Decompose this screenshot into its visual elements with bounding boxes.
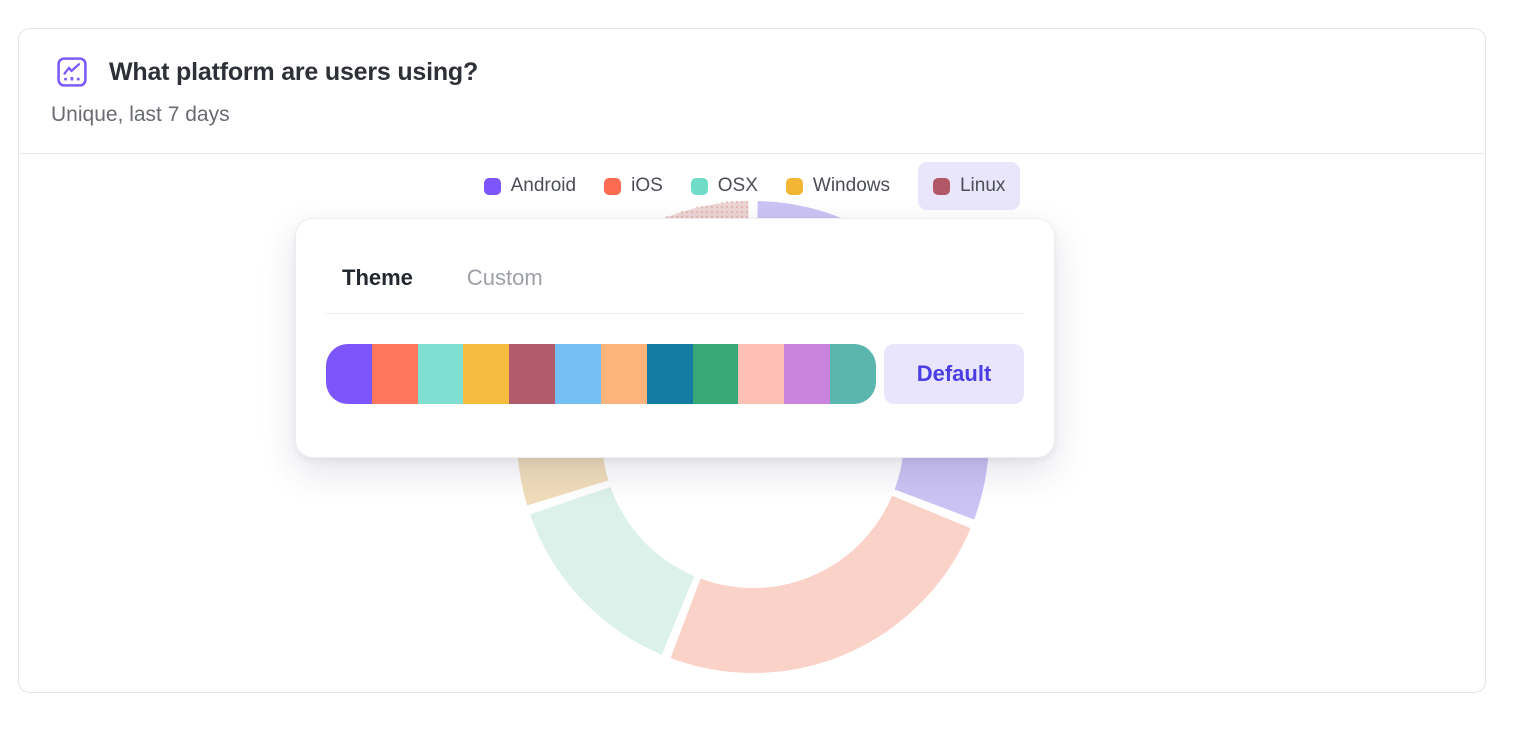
palette-swatch-8[interactable]: [646, 344, 693, 404]
legend-label: OSX: [717, 175, 758, 196]
analytics-card: What platform are users using? Unique, l…: [18, 28, 1486, 693]
palette-swatch-5[interactable]: [509, 344, 556, 404]
legend-swatch: [690, 177, 708, 195]
palette-swatch-6[interactable]: [555, 344, 601, 404]
palette-swatch-10[interactable]: [738, 344, 785, 404]
legend-item-windows[interactable]: Windows: [785, 175, 890, 197]
legend-swatch: [604, 177, 622, 195]
page-title: What platform are users using?: [109, 57, 479, 86]
tabs-divider: [326, 313, 1024, 314]
donut-slice-osx[interactable]: [527, 484, 697, 657]
legend-swatch: [932, 177, 950, 195]
palette-swatch-7[interactable]: [600, 344, 647, 404]
color-theme-popover: Theme Custom Default: [295, 218, 1055, 458]
header-divider: [19, 153, 1485, 154]
palette-swatch-2[interactable]: [371, 344, 418, 404]
line-chart-icon: [57, 57, 87, 87]
card-header: What platform are users using?: [19, 29, 1485, 87]
palette-swatch-12[interactable]: [830, 344, 876, 404]
default-button[interactable]: Default: [884, 344, 1024, 404]
legend-swatch: [785, 177, 803, 195]
tab-custom[interactable]: Custom: [466, 265, 543, 290]
palette-row: Default: [326, 344, 1024, 404]
palette-swatch-9[interactable]: [692, 344, 739, 404]
donut-slice-ios[interactable]: [668, 493, 973, 675]
palette-strip: [326, 344, 876, 404]
legend-label: Windows: [812, 175, 890, 196]
palette-swatch-1[interactable]: [326, 344, 372, 404]
palette-swatch-3[interactable]: [417, 344, 464, 404]
legend-label: Linux: [959, 175, 1006, 196]
legend-swatch: [483, 177, 501, 195]
legend-label: iOS: [631, 175, 663, 196]
legend: Android iOS OSX Windows Linux: [18, 162, 1486, 210]
popover-tabs: Theme Custom: [296, 219, 1054, 291]
palette-swatch-4[interactable]: [463, 344, 510, 404]
legend-item-android[interactable]: Android: [483, 175, 577, 197]
card-subtitle: Unique, last 7 days: [51, 103, 230, 126]
palette-swatch-11[interactable]: [784, 344, 831, 404]
legend-item-linux[interactable]: Linux: [917, 162, 1021, 210]
tab-theme[interactable]: Theme: [342, 265, 413, 290]
legend-label: Android: [510, 175, 577, 196]
legend-item-osx[interactable]: OSX: [690, 175, 758, 197]
legend-item-ios[interactable]: iOS: [604, 175, 663, 197]
